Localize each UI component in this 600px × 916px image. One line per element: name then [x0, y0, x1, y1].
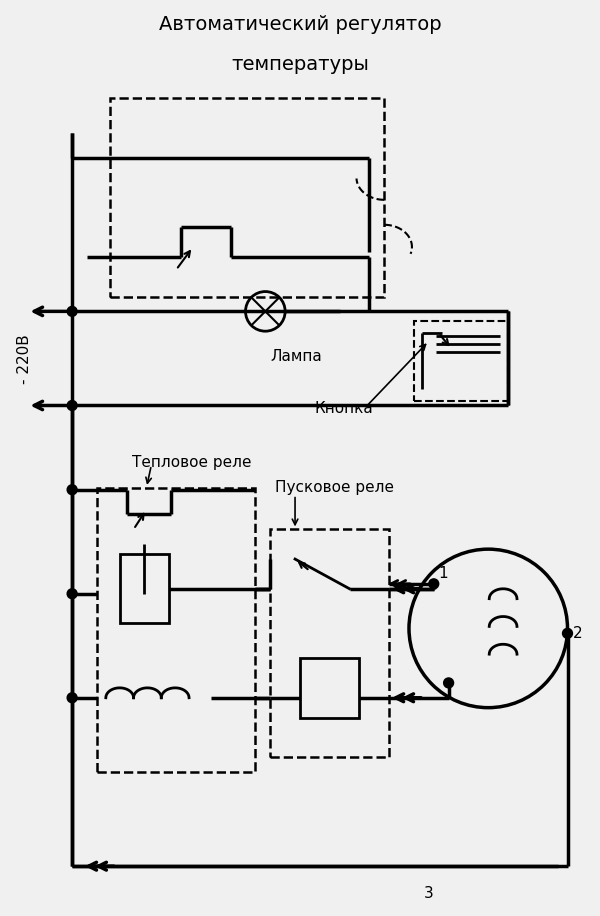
Text: Лампа: Лампа	[270, 349, 322, 364]
Circle shape	[67, 692, 77, 703]
Text: Автоматический регулятор: Автоматический регулятор	[158, 15, 442, 34]
Circle shape	[67, 589, 77, 599]
Text: Пусковое реле: Пусковое реле	[275, 480, 394, 495]
Circle shape	[563, 628, 572, 638]
Text: - 220В: - 220В	[17, 334, 32, 384]
Bar	[119, 554, 169, 624]
Bar	[414, 322, 508, 400]
Text: 2: 2	[572, 626, 582, 641]
Circle shape	[443, 678, 454, 688]
Circle shape	[67, 307, 77, 316]
Bar	[300, 658, 359, 717]
Circle shape	[67, 400, 77, 410]
Circle shape	[67, 485, 77, 495]
Text: Тепловое реле: Тепловое реле	[131, 455, 251, 470]
Text: 1: 1	[439, 566, 448, 581]
Text: Кнопка: Кнопка	[315, 400, 374, 416]
Bar	[110, 98, 384, 297]
Text: температуры: температуры	[231, 55, 369, 73]
Bar	[270, 529, 389, 758]
Circle shape	[429, 579, 439, 589]
Bar	[97, 487, 256, 772]
Text: 3: 3	[424, 886, 434, 901]
